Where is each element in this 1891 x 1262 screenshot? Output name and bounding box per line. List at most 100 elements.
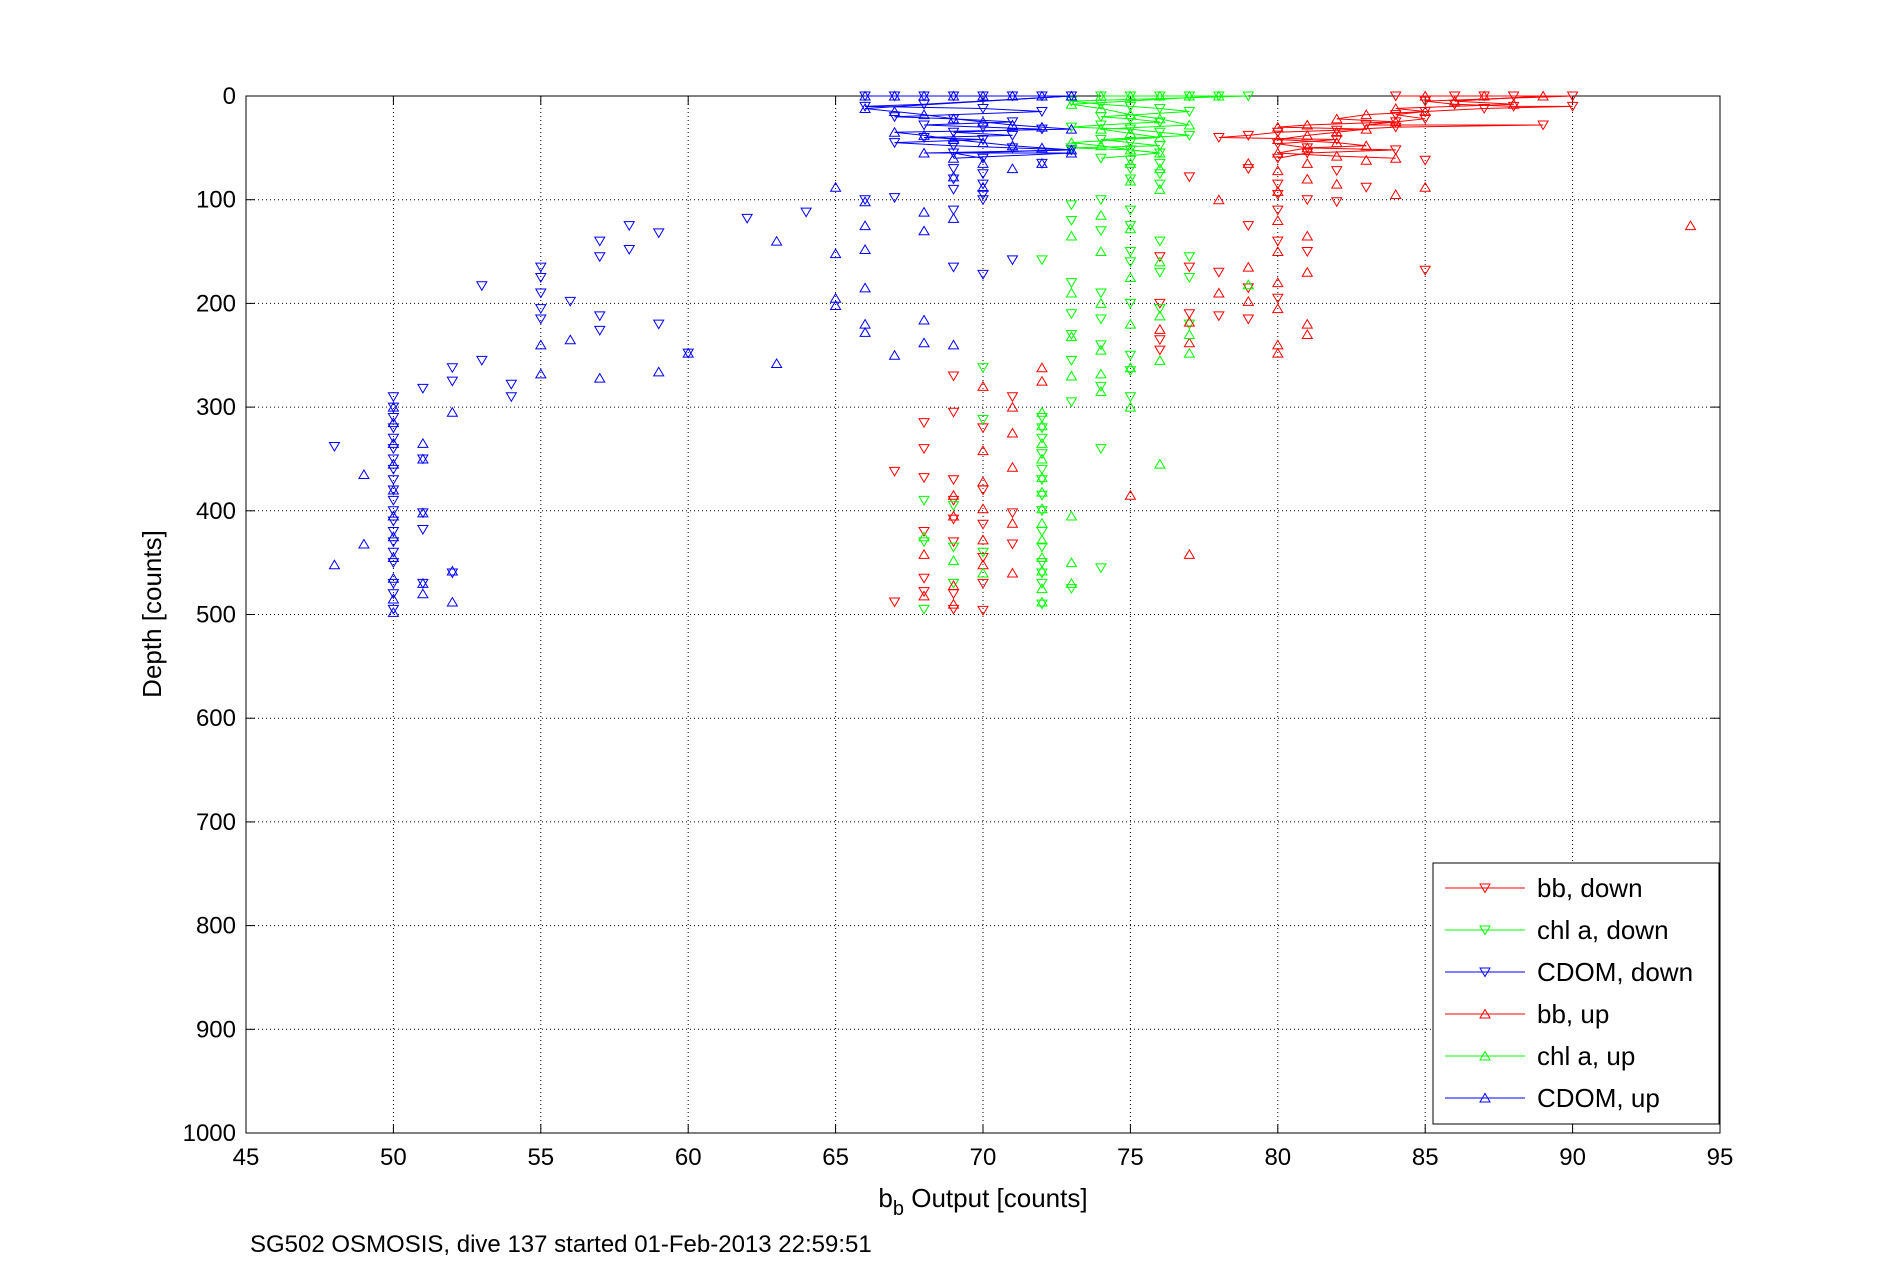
data-point [387,484,400,495]
data-point [1154,304,1166,315]
series-chl-a-up [918,90,1255,607]
series-trace-segment [1307,121,1396,126]
data-point [1006,163,1019,174]
series-trace-segment [1277,134,1308,141]
data-point [417,507,429,518]
series-trace-segment [1277,147,1308,154]
data-point [1478,103,1491,114]
series-trace-segment [1012,145,1042,149]
y-tick-label: 500 [196,602,236,629]
data-point [859,90,871,101]
data-point [1065,147,1078,158]
data-point [1124,174,1137,185]
data-point [1301,173,1314,184]
data-point [387,531,400,542]
data-point [1183,329,1196,340]
data-point [1036,362,1048,373]
data-point [918,109,930,120]
y-tick-label: 200 [196,290,236,317]
data-point [947,489,960,500]
series-trace-segment [865,105,984,109]
data-point [1095,288,1107,299]
data-point [1065,397,1078,408]
data-point [1271,303,1284,314]
series-trace-segment [1395,118,1426,123]
series-trace-segment [953,118,1013,123]
data-point [977,605,989,616]
series-trace-segment [923,134,954,141]
data-point [1389,102,1402,113]
data-point [977,195,989,206]
x-tick-label: 80 [1264,1144,1291,1171]
data-point [1006,567,1019,578]
data-point [623,244,636,255]
data-point [1065,309,1078,320]
data-point [1036,517,1048,528]
data-point [1036,433,1048,444]
data-point [1124,124,1137,135]
data-point [741,213,754,224]
data-point [446,596,459,607]
data-point [918,573,930,584]
series-trace-segment [953,131,1013,136]
series-trace-segment [1277,139,1337,144]
data-point [387,537,400,548]
data-point [1419,96,1432,107]
data-point [1124,90,1137,101]
data-point [417,437,429,448]
series-trace-segment [1071,124,1101,128]
data-point [1301,195,1314,206]
data-point [1301,148,1314,159]
series-trace-segment [1425,107,1485,113]
data-point [918,90,930,101]
data-point [859,195,871,206]
data-point [947,578,960,589]
data-point [800,207,812,218]
y-tick-label: 800 [196,913,236,940]
data-point [918,132,930,143]
data-point [1006,392,1019,403]
data-point [977,445,989,456]
data-point [1124,109,1137,120]
data-point [947,262,960,273]
data-point [1360,109,1373,120]
data-point [977,269,989,280]
data-point [446,565,459,576]
data-point [1036,464,1048,475]
data-point [918,120,930,131]
data-point [918,314,930,325]
series-trace-segment [1071,100,1101,105]
data-point [1183,272,1196,283]
series-trace-segment [1071,147,1131,151]
data-point [947,205,960,216]
data-point [1095,209,1107,220]
x-tick-label: 90 [1559,1144,1586,1171]
data-point [1154,335,1166,346]
data-point [1124,157,1137,168]
data-point [1036,596,1048,607]
data-point [1183,316,1196,327]
x-tick-label: 55 [527,1144,554,1171]
data-point [977,476,989,487]
data-point [1095,102,1107,113]
legend-entry: CDOM, up [1445,1083,1660,1113]
data-point [534,304,547,315]
data-point [918,473,930,484]
data-point [1124,127,1137,138]
data-point [358,469,370,480]
data-point [1154,298,1166,309]
data-point [1065,287,1078,298]
data-point [1330,137,1343,148]
series-trace-segment [1395,124,1544,128]
data-point [1095,563,1107,574]
data-point [1036,90,1048,101]
data-point [1124,164,1137,175]
data-point [417,383,429,394]
data-point [859,102,871,113]
data-point [1478,90,1491,101]
data-point [859,101,871,112]
data-point [918,587,930,598]
data-point [534,314,547,325]
data-point [1242,283,1255,294]
series-trace-segment [1248,131,1278,136]
